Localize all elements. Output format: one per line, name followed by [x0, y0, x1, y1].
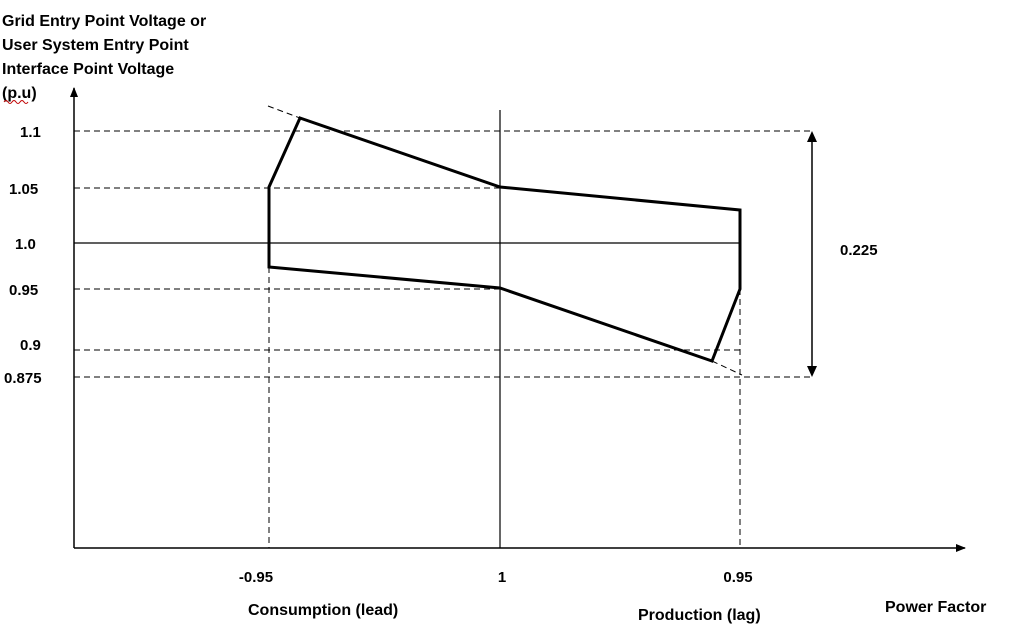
vertical-dashed-lines: [268, 267, 741, 548]
range-label: 0.225: [840, 242, 878, 259]
y-tick-1-0: 1.0: [15, 236, 36, 253]
y-axis-title-line-2: User System Entry Point: [2, 37, 189, 54]
range-arrow-head-bottom: [807, 366, 817, 377]
y-axis-title: Grid Entry Point Voltage or User System …: [2, 13, 206, 102]
spellcheck-underline: [3, 100, 29, 104]
y-axis-title-line-4: (p.u): [2, 85, 37, 102]
horizontal-dashed-lines: [74, 130, 812, 378]
extension-dashed-lines: [267, 105, 743, 376]
range-arrow-head-top: [807, 131, 817, 142]
ext-bottom-right: [711, 360, 743, 376]
operating-envelope: [267, 116, 742, 363]
x-axis-title: Power Factor: [885, 599, 986, 616]
y-tick-0-875: 0.875: [4, 370, 42, 387]
y-axis-title-line-3: Interface Point Voltage: [2, 61, 174, 78]
consumption-label: Consumption (lead): [248, 602, 398, 619]
y-tick-1-05: 1.05: [9, 181, 38, 198]
y-tick-1-1: 1.1: [20, 124, 41, 141]
x-tick-neg-0-95: -0.95: [239, 569, 273, 586]
x-tick-0-95: 0.95: [723, 569, 752, 586]
y-tick-0-9: 0.9: [20, 337, 41, 354]
y-tick-0-95: 0.95: [9, 282, 38, 299]
y-axis-title-line-1: Grid Entry Point Voltage or: [2, 13, 206, 30]
x-tick-1: 1: [498, 569, 506, 586]
ext-top-left: [267, 105, 301, 119]
production-label: Production (lag): [638, 607, 761, 624]
x-tick-labels: -0.95 1 0.95: [239, 569, 753, 586]
y-tick-labels: 1.1 1.05 1.0 0.95 0.9 0.875: [4, 124, 42, 387]
